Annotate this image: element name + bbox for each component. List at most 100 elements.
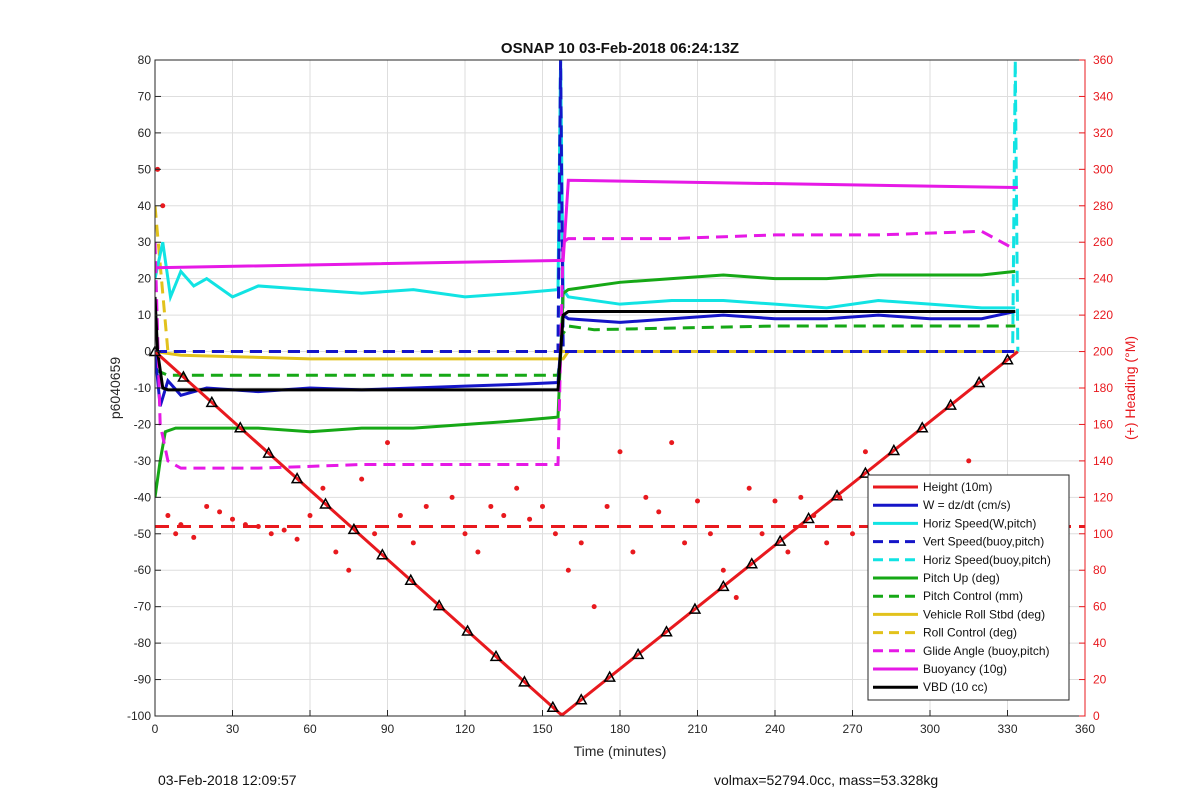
heading-point: [862, 449, 868, 455]
height-marker: [745, 557, 759, 569]
axis-ticks: 0 30 60 90 120 150 180 210 240 270 300 330 360-100-9…: [127, 53, 1113, 736]
heading-point: [669, 440, 675, 446]
y-tick-label-left: -50: [134, 527, 152, 541]
heading-point: [630, 549, 636, 555]
legend-entry: Vert Speed(buoy,pitch): [923, 535, 1044, 549]
heading-point: [578, 540, 584, 546]
height-marker: [518, 675, 531, 687]
heading-point: [475, 549, 481, 555]
height-marker: [802, 511, 815, 524]
height-marker: [347, 522, 361, 535]
y-tick-label-right: 20: [1093, 673, 1107, 687]
y-tick-label-left: 80: [138, 53, 152, 67]
height-marker: [290, 472, 304, 484]
height-marker: [319, 497, 332, 509]
heading-point: [242, 522, 248, 528]
y-tick-label-right: 100: [1093, 527, 1113, 541]
heading-point: [255, 523, 261, 529]
legend-entry: Vehicle Roll Stbd (deg): [923, 607, 1045, 621]
heading-point: [359, 476, 365, 482]
legend-entry: Height (10m): [923, 480, 992, 494]
heading-point: [410, 540, 416, 546]
y-axis-label-right: (+) Heading (°M): [1122, 336, 1138, 440]
heading-point: [824, 540, 830, 546]
legend-entry: Pitch Up (deg): [923, 571, 1000, 585]
height-marker: [660, 625, 673, 637]
heading-point: [720, 567, 726, 573]
heading-point: [462, 531, 468, 537]
height-marker: [233, 421, 247, 433]
heading-point: [682, 540, 688, 546]
heading-point: [552, 531, 558, 537]
heading-point: [707, 531, 713, 537]
y-tick-label-left: 10: [138, 308, 152, 322]
y-tick-label-left: -40: [134, 490, 152, 504]
heading-point: [307, 513, 313, 519]
legend-entry: VBD (10 cc): [923, 680, 988, 694]
x-tick-label: 0: [152, 722, 159, 736]
series-line-11: [155, 296, 1016, 392]
y-tick-label-right: 0: [1093, 709, 1100, 723]
y-tick-label-right: 360: [1093, 53, 1113, 67]
height-marker: [717, 579, 730, 592]
heading-point: [165, 513, 171, 519]
height-marker: [461, 624, 474, 636]
legend-entry: Roll Control (deg): [923, 626, 1017, 640]
height-marker: [546, 700, 560, 712]
series-line-2: [155, 60, 1016, 310]
heading-point: [966, 458, 972, 464]
height-marker: [688, 602, 702, 614]
height-marker: [1001, 353, 1014, 365]
x-tick-label: 330: [997, 722, 1017, 736]
y-tick-label-right: 260: [1093, 235, 1113, 249]
heading-point: [217, 509, 223, 515]
y-tick-label-right: 220: [1093, 308, 1113, 322]
y-tick-label-right: 40: [1093, 636, 1107, 650]
y-tick-label-left: 0: [144, 345, 151, 359]
height-marker: [859, 466, 872, 478]
series-line-10: [155, 178, 1018, 270]
heading-point: [501, 513, 507, 519]
heading-point: [436, 604, 442, 610]
legend-box: [867, 474, 1070, 701]
heading-point: [565, 567, 571, 573]
heading-point: [746, 485, 752, 491]
legend-entry: Horiz Speed(W,pitch): [923, 516, 1036, 530]
heading-point: [397, 513, 403, 519]
y-tick-label-right: 180: [1093, 381, 1113, 395]
height-marker: [262, 446, 275, 458]
x-tick-label: 150: [532, 722, 552, 736]
y-tick-label-left: -80: [134, 636, 152, 650]
y-tick-label-left: 30: [138, 235, 152, 249]
heading-point: [204, 503, 210, 509]
heading-point: [772, 498, 778, 504]
y-tick-label-left: 20: [138, 272, 152, 286]
y-tick-label-right: 140: [1093, 454, 1113, 468]
height-marker: [773, 534, 787, 546]
height-marker: [205, 395, 219, 408]
heading-point: [527, 516, 533, 522]
heading-point: [604, 503, 610, 509]
heading-point: [372, 531, 378, 537]
series-line-9: [155, 229, 1016, 470]
series-layer: [148, 60, 1085, 716]
heading-point: [191, 534, 197, 540]
x-tick-label: 60: [303, 722, 317, 736]
y-tick-label-right: 200: [1093, 345, 1113, 359]
y-tick-label-left: -70: [134, 600, 152, 614]
heading-point: [160, 203, 166, 209]
y-tick-label-right: 160: [1093, 417, 1113, 431]
heading-point: [294, 536, 300, 542]
height-marker: [603, 670, 616, 682]
legend-entry: Buoyancy (10g): [923, 662, 1007, 676]
heading-point: [837, 494, 843, 500]
height-marker: [574, 693, 588, 705]
heading-point: [488, 503, 494, 509]
height-marker: [432, 599, 446, 611]
height-marker: [887, 443, 901, 456]
heading-point: [385, 440, 390, 446]
x-tick-label: 90: [381, 722, 395, 736]
legend-entry: W = dz/dt (cm/s): [923, 498, 1011, 512]
y-tick-label-right: 320: [1093, 126, 1113, 140]
